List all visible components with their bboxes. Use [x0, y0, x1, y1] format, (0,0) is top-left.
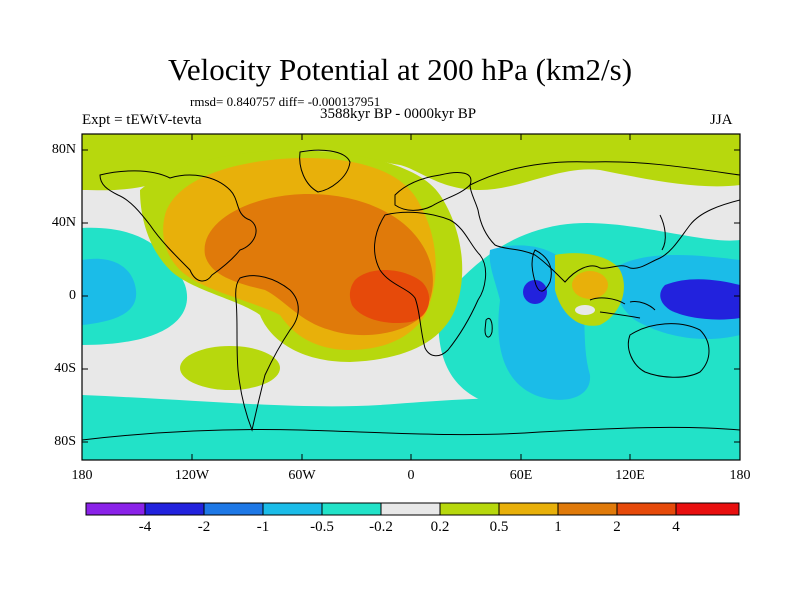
colorbar-swatch-9: [557, 502, 618, 516]
stats-line: rmsd= 0.840757 diff= -0.000137951: [190, 94, 381, 109]
field-atlantic-red: [349, 270, 430, 324]
coastlines: [82, 149, 740, 441]
colorbar: [85, 502, 740, 516]
lat-label-80s: 80S: [54, 434, 76, 449]
contour-fields: [82, 134, 740, 460]
colorbar-label-9: 2: [613, 519, 621, 535]
experiment-label: Expt = tEWtV-tevta: [82, 112, 202, 128]
colorbar-swatch-5: [321, 502, 382, 516]
axis-ticks: [81, 134, 741, 460]
lat-label-0: 0: [69, 288, 76, 303]
lon-label-120w: 120W: [174, 468, 210, 483]
colorbar-label-1: -4: [138, 519, 152, 535]
field-spacific-green: [180, 346, 280, 390]
colorbar-swatch-10: [616, 502, 677, 516]
colorbar-swatch-7: [439, 502, 500, 516]
field-north-band: [82, 134, 740, 191]
season-label: JJA: [710, 112, 733, 128]
colorbar-swatch-3: [203, 502, 264, 516]
colorbar-label-5: -0.2: [369, 519, 393, 535]
field-asia-neutral: [575, 305, 595, 315]
colorbar-swatch-1: [85, 502, 146, 516]
lon-label-60w: 60W: [288, 468, 316, 483]
colorbar-swatch-11: [675, 502, 740, 516]
colorbar-label-2: -2: [197, 519, 211, 535]
colorbar-swatch-4: [262, 502, 323, 516]
lon-label-0: 0: [407, 468, 415, 483]
map-title: Velocity Potential at 200 hPa (km2/s): [167, 52, 633, 87]
colorbar-label-4: -0.5: [310, 519, 334, 535]
lon-label-60e: 60E: [509, 468, 533, 483]
field-asia-yellow: [572, 271, 608, 299]
lon-label-180e: 180: [729, 468, 751, 483]
field-southern-band: [82, 395, 740, 460]
colorbar-swatch-2: [144, 502, 205, 516]
colorbar-label-10: 4: [672, 519, 680, 535]
lat-label-40n: 40N: [51, 215, 76, 230]
field-pacific-blue: [82, 258, 137, 325]
colorbar-label-3: -1: [256, 519, 270, 535]
lon-label-180w: 180: [71, 468, 93, 483]
colorbar-swatch-6: [380, 502, 441, 516]
colorbar-label-7: 0.5: [489, 519, 509, 535]
lon-label-120e: 120E: [615, 468, 645, 483]
colorbar-swatch-8: [498, 502, 559, 516]
field-indian-core: [523, 280, 547, 304]
period-label: 3588kyr BP - 0000kyr BP: [320, 106, 477, 122]
field-wpacific-core: [660, 279, 740, 320]
colorbar-label-8: 1: [554, 519, 562, 535]
lat-label-40s: 40S: [54, 361, 76, 376]
lat-label-80n: 80N: [51, 142, 76, 157]
colorbar-label-6: 0.2: [430, 519, 450, 535]
